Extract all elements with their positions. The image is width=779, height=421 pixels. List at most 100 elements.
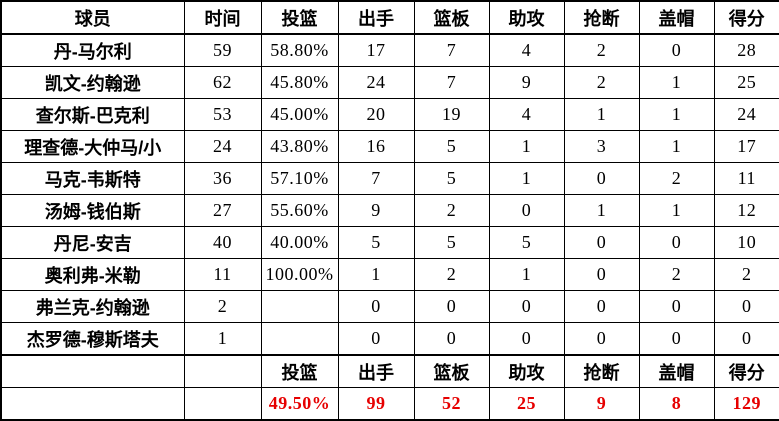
cell-assists: 4 xyxy=(488,98,565,131)
cell-rebounds: 5 xyxy=(413,162,490,195)
cell-points: 17 xyxy=(713,130,779,163)
total-fga: 99 xyxy=(337,387,415,421)
cell-fga: 9 xyxy=(337,194,415,227)
cell-blocks: 0 xyxy=(638,290,715,323)
player-row: 奥利弗-米勒 11 100.00% 1 2 1 0 2 2 xyxy=(0,258,779,291)
table-body: 丹-马尔利 59 58.80% 17 7 4 2 0 28 凯文-约翰逊 62 45.80% 24 7 9 2… xyxy=(0,33,779,356)
table-footer: 投篮 出手 篮板 助攻 抢断 盖帽 得分 49.50% 99 52 25 9 8 129 xyxy=(0,354,779,421)
cell-fg_pct: 100.00% xyxy=(260,258,339,291)
player-row: 丹尼-安吉 40 40.00% 5 5 5 0 0 10 xyxy=(0,226,779,259)
cell-assists: 4 xyxy=(488,33,565,67)
cell-player-name: 汤姆-钱伯斯 xyxy=(0,194,185,227)
footer-empty-cell xyxy=(0,354,185,388)
cell-blocks: 0 xyxy=(638,322,715,356)
cell-fg_pct: 58.80% xyxy=(260,33,339,67)
footer-header-steals: 抢断 xyxy=(563,354,640,388)
col-header-player: 球员 xyxy=(0,0,185,35)
cell-player-name: 杰罗德-穆斯塔夫 xyxy=(0,322,185,356)
player-row: 理查德-大仲马/小 24 43.80% 16 5 1 3 1 17 xyxy=(0,130,779,163)
cell-blocks: 1 xyxy=(638,66,715,99)
player-row: 汤姆-钱伯斯 27 55.60% 9 2 0 1 1 12 xyxy=(0,194,779,227)
cell-fga: 7 xyxy=(337,162,415,195)
col-header-fg_pct: 投篮 xyxy=(260,0,339,35)
cell-rebounds: 5 xyxy=(413,130,490,163)
cell-assists: 9 xyxy=(488,66,565,99)
total-steals: 9 xyxy=(563,387,640,421)
player-row: 弗兰克-约翰逊 2 0 0 0 0 0 0 xyxy=(0,290,779,323)
cell-assists: 0 xyxy=(488,290,565,323)
cell-assists: 1 xyxy=(488,258,565,291)
cell-minutes: 40 xyxy=(183,226,262,259)
cell-steals: 0 xyxy=(563,226,640,259)
cell-player-name: 查尔斯-巴克利 xyxy=(0,98,185,131)
cell-blocks: 1 xyxy=(638,130,715,163)
cell-points: 11 xyxy=(713,162,779,195)
cell-blocks: 2 xyxy=(638,162,715,195)
totals-empty-cell xyxy=(0,387,185,421)
cell-player-name: 丹尼-安吉 xyxy=(0,226,185,259)
cell-steals: 3 xyxy=(563,130,640,163)
cell-minutes: 59 xyxy=(183,33,262,67)
cell-rebounds: 0 xyxy=(413,322,490,356)
cell-blocks: 0 xyxy=(638,226,715,259)
cell-fg_pct: 45.00% xyxy=(260,98,339,131)
col-header-steals: 抢断 xyxy=(563,0,640,35)
footer-header-points: 得分 xyxy=(713,354,779,388)
cell-player-name: 丹-马尔利 xyxy=(0,33,185,67)
cell-assists: 5 xyxy=(488,226,565,259)
footer-header-rebounds: 篮板 xyxy=(413,354,490,388)
player-row: 杰罗德-穆斯塔夫 1 0 0 0 0 0 0 xyxy=(0,322,779,356)
cell-minutes: 2 xyxy=(183,290,262,323)
col-header-fga: 出手 xyxy=(337,0,415,35)
cell-player-name: 凯文-约翰逊 xyxy=(0,66,185,99)
cell-points: 10 xyxy=(713,226,779,259)
total-blocks: 8 xyxy=(638,387,715,421)
cell-points: 0 xyxy=(713,322,779,356)
cell-minutes: 1 xyxy=(183,322,262,356)
cell-player-name: 弗兰克-约翰逊 xyxy=(0,290,185,323)
col-header-blocks: 盖帽 xyxy=(638,0,715,35)
cell-points: 12 xyxy=(713,194,779,227)
cell-fg_pct: 45.80% xyxy=(260,66,339,99)
cell-points: 2 xyxy=(713,258,779,291)
footer-empty-cell xyxy=(183,354,262,388)
player-row: 丹-马尔利 59 58.80% 17 7 4 2 0 28 xyxy=(0,33,779,67)
cell-assists: 0 xyxy=(488,194,565,227)
footer-header-assists: 助攻 xyxy=(488,354,565,388)
cell-blocks: 1 xyxy=(638,98,715,131)
cell-steals: 2 xyxy=(563,33,640,67)
cell-rebounds: 2 xyxy=(413,258,490,291)
cell-fga: 1 xyxy=(337,258,415,291)
cell-minutes: 11 xyxy=(183,258,262,291)
cell-minutes: 27 xyxy=(183,194,262,227)
col-header-minutes: 时间 xyxy=(183,0,262,35)
cell-fg_pct xyxy=(260,290,339,323)
cell-minutes: 53 xyxy=(183,98,262,131)
cell-rebounds: 0 xyxy=(413,290,490,323)
cell-fg_pct: 40.00% xyxy=(260,226,339,259)
cell-rebounds: 5 xyxy=(413,226,490,259)
cell-minutes: 62 xyxy=(183,66,262,99)
cell-fga: 0 xyxy=(337,322,415,356)
cell-player-name: 理查德-大仲马/小 xyxy=(0,130,185,163)
player-row: 查尔斯-巴克利 53 45.00% 20 19 4 1 1 24 xyxy=(0,98,779,131)
cell-rebounds: 7 xyxy=(413,33,490,67)
cell-steals: 0 xyxy=(563,162,640,195)
cell-points: 28 xyxy=(713,33,779,67)
cell-points: 24 xyxy=(713,98,779,131)
total-points: 129 xyxy=(713,387,779,421)
header-row: 球员 时间 投篮 出手 篮板 助攻 抢断 盖帽 得分 xyxy=(0,0,779,35)
total-assists: 25 xyxy=(488,387,565,421)
cell-minutes: 36 xyxy=(183,162,262,195)
totals-row: 49.50% 99 52 25 9 8 129 xyxy=(0,387,779,421)
player-row: 凯文-约翰逊 62 45.80% 24 7 9 2 1 25 xyxy=(0,66,779,99)
cell-assists: 0 xyxy=(488,322,565,356)
cell-fga: 24 xyxy=(337,66,415,99)
footer-header-row: 投篮 出手 篮板 助攻 抢断 盖帽 得分 xyxy=(0,354,779,388)
cell-steals: 1 xyxy=(563,98,640,131)
player-row: 马克-韦斯特 36 57.10% 7 5 1 0 2 11 xyxy=(0,162,779,195)
cell-points: 25 xyxy=(713,66,779,99)
col-header-rebounds: 篮板 xyxy=(413,0,490,35)
